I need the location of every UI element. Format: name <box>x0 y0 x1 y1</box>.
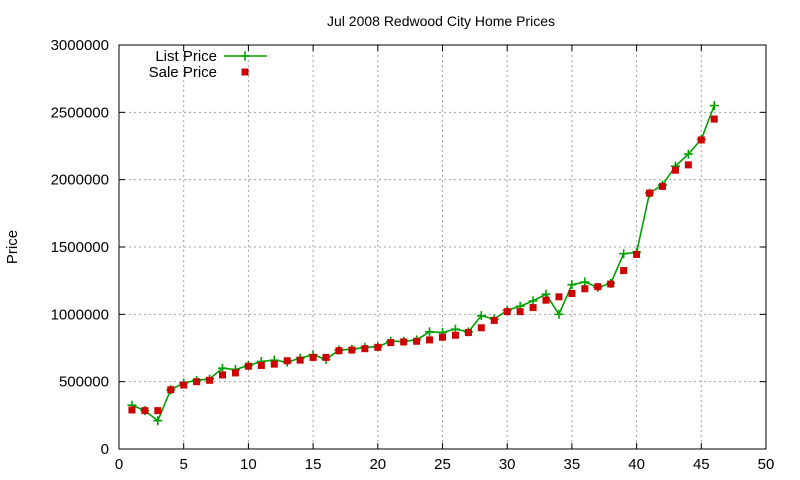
data-point <box>555 293 563 301</box>
series-sale-price <box>128 115 718 415</box>
data-point <box>180 381 188 389</box>
data-point <box>581 285 589 293</box>
data-point <box>710 115 718 123</box>
data-point <box>218 363 228 373</box>
data-point <box>374 343 382 351</box>
data-point <box>400 338 408 346</box>
data-point <box>283 357 291 365</box>
data-point <box>167 386 175 394</box>
data-point <box>464 329 472 337</box>
data-point <box>671 166 679 174</box>
data-point <box>154 407 162 415</box>
y-tick-label: 0 <box>101 441 109 458</box>
data-point <box>451 331 459 339</box>
data-point <box>231 369 239 377</box>
data-point <box>296 356 304 364</box>
series-line <box>131 105 715 422</box>
series-layer <box>127 101 719 426</box>
data-point <box>128 406 136 414</box>
data-point <box>477 324 485 332</box>
x-tick-label: 30 <box>499 456 516 473</box>
series-list-price <box>127 101 719 426</box>
y-tick-label: 2500000 <box>51 104 109 121</box>
data-point <box>413 337 421 345</box>
chart-title: Jul 2008 Redwood City Home Prices <box>327 13 555 29</box>
data-point <box>529 304 537 312</box>
data-point <box>425 327 435 337</box>
y-tick-label: 2000000 <box>51 172 109 189</box>
x-tick-label: 25 <box>434 456 451 473</box>
data-point <box>516 308 524 316</box>
x-tick-label: 5 <box>180 456 188 473</box>
data-point <box>490 316 498 324</box>
data-point <box>528 296 538 306</box>
data-point <box>206 376 214 384</box>
y-axis-label: Price <box>4 230 21 264</box>
data-point <box>322 353 330 361</box>
x-tick-label: 10 <box>240 456 257 473</box>
data-point <box>619 249 629 259</box>
x-tick-label: 45 <box>693 456 710 473</box>
data-point <box>141 407 149 415</box>
data-point <box>426 336 434 344</box>
x-tick-label: 40 <box>628 456 645 473</box>
legend-marker <box>241 68 249 76</box>
data-point <box>554 309 564 319</box>
data-point <box>219 371 227 379</box>
data-point <box>244 362 252 370</box>
data-point <box>620 267 628 275</box>
data-point <box>193 378 201 386</box>
data-point <box>153 416 163 426</box>
y-tick-label: 3000000 <box>51 37 109 54</box>
data-point <box>387 339 395 347</box>
data-point <box>684 161 692 169</box>
y-tick-label: 1500000 <box>51 239 109 256</box>
legend-marker <box>240 51 250 61</box>
data-point <box>658 182 666 190</box>
data-point <box>348 346 356 354</box>
axis-ticks: 0 5 10 15 20 25 30 35 40 45 50 0 500000 1000000 150000… <box>51 37 775 473</box>
data-point <box>257 362 265 370</box>
gridlines <box>119 45 766 449</box>
data-point <box>503 308 511 316</box>
y-tick-label: 1000000 <box>51 306 109 323</box>
data-point <box>309 353 317 361</box>
data-point <box>594 283 602 291</box>
x-tick-label: 50 <box>758 456 775 473</box>
x-tick-label: 15 <box>305 456 322 473</box>
data-point <box>567 280 577 290</box>
x-tick-label: 35 <box>564 456 581 473</box>
data-point <box>335 347 343 355</box>
data-point <box>697 136 705 144</box>
data-point <box>580 277 590 287</box>
legend-label: List Price <box>155 48 217 65</box>
legend-label: Sale Price <box>149 64 217 81</box>
data-point <box>361 345 369 353</box>
data-point <box>270 360 278 368</box>
data-point <box>476 311 486 321</box>
data-point <box>607 280 615 288</box>
data-point <box>568 289 576 297</box>
data-point <box>439 333 446 341</box>
data-point <box>542 296 550 304</box>
data-point <box>683 149 693 159</box>
x-tick-label: 0 <box>115 456 123 473</box>
data-point <box>709 101 719 111</box>
data-point <box>633 250 641 258</box>
x-tick-label: 20 <box>369 456 386 473</box>
data-point <box>646 189 654 197</box>
y-tick-label: 500000 <box>59 374 109 391</box>
